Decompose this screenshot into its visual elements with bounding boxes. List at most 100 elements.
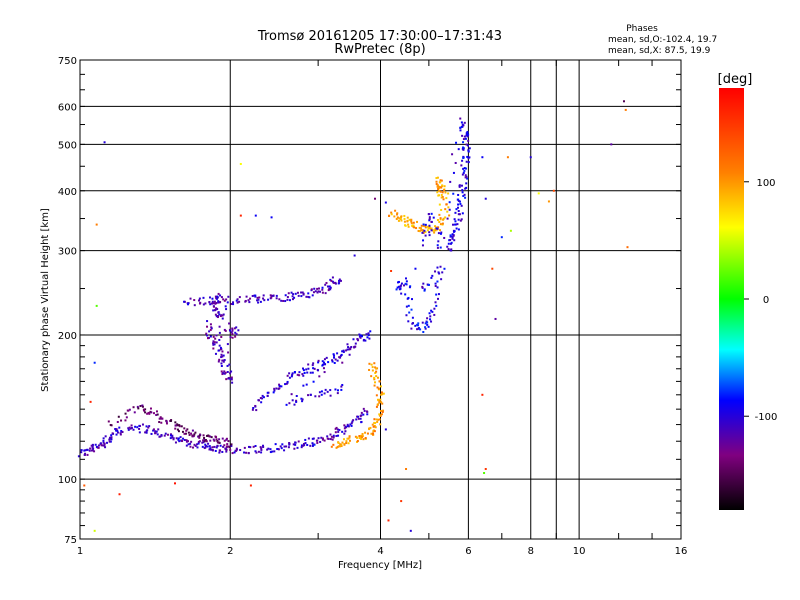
data-point: [95, 445, 98, 448]
data-point: [225, 450, 228, 453]
data-point: [219, 348, 222, 351]
data-point: [428, 219, 431, 222]
data-point: [316, 287, 319, 290]
data-point: [443, 267, 446, 270]
data-point: [349, 348, 352, 351]
data-point: [370, 432, 373, 435]
data-point: [185, 440, 188, 443]
data-point: [411, 224, 414, 227]
data-point: [141, 404, 144, 407]
data-point: [152, 428, 155, 431]
data-point: [118, 493, 121, 496]
data-point: [226, 364, 229, 367]
y-tick-label: 75: [64, 535, 77, 546]
data-point: [150, 432, 153, 435]
data-point: [375, 405, 378, 408]
data-point: [376, 420, 379, 423]
data-point: [77, 455, 80, 458]
data-point: [293, 447, 296, 450]
data-point: [311, 442, 314, 445]
data-point: [366, 432, 369, 435]
data-point: [433, 229, 436, 232]
data-point: [128, 408, 131, 411]
data-point: [436, 184, 439, 187]
data-point: [186, 428, 189, 431]
data-point: [411, 322, 414, 325]
data-point: [307, 437, 310, 440]
data-point: [370, 363, 373, 366]
data-point: [332, 443, 335, 446]
data-point: [302, 374, 305, 377]
data-point: [331, 280, 334, 283]
data-point: [369, 330, 372, 333]
data-point: [134, 425, 137, 428]
data-point: [337, 442, 340, 445]
y-tick-label: 500: [58, 140, 77, 151]
data-point: [180, 425, 183, 428]
data-point: [433, 307, 436, 310]
data-point: [447, 206, 450, 209]
data-point: [183, 438, 186, 441]
data-point: [418, 229, 421, 232]
data-point: [441, 195, 444, 198]
data-point: [422, 239, 425, 242]
data-point: [204, 302, 207, 305]
data-point: [428, 234, 431, 237]
data-point: [218, 325, 221, 328]
data-point: [332, 434, 335, 437]
data-point: [210, 436, 213, 439]
data-point: [257, 301, 260, 304]
data-point: [422, 223, 425, 226]
data-point: [95, 304, 98, 307]
data-point: [395, 217, 398, 220]
data-point: [160, 421, 163, 424]
data-point: [334, 281, 337, 284]
data-point: [155, 410, 158, 413]
data-point: [282, 299, 285, 302]
data-point: [260, 401, 263, 404]
data-point: [380, 413, 383, 416]
data-point: [360, 411, 363, 414]
data-point: [285, 382, 288, 385]
data-point: [302, 442, 305, 445]
data-point: [440, 193, 443, 196]
data-point: [312, 437, 315, 440]
data-point: [461, 147, 464, 150]
data-point: [422, 225, 425, 228]
data-point: [423, 288, 426, 291]
data-point: [353, 346, 356, 349]
data-point: [171, 436, 174, 439]
data-point: [428, 283, 431, 286]
data-point: [213, 341, 216, 344]
data-point: [158, 435, 161, 438]
data-point: [288, 442, 291, 445]
data-point: [227, 351, 230, 354]
data-point: [440, 231, 443, 234]
data-point: [189, 297, 192, 300]
data-point: [464, 137, 467, 140]
data-point: [437, 187, 440, 190]
data-point: [148, 425, 151, 428]
data-point: [177, 430, 180, 433]
data-point: [407, 296, 410, 299]
data-point: [336, 359, 339, 362]
data-point: [428, 224, 431, 227]
data-point: [330, 279, 333, 282]
data-point: [421, 321, 424, 324]
data-point: [327, 289, 330, 292]
data-point: [307, 367, 310, 370]
data-point: [145, 425, 148, 428]
data-point: [410, 220, 413, 223]
data-point: [457, 206, 460, 209]
data-point: [218, 441, 221, 444]
data-point: [341, 383, 344, 386]
data-point: [467, 139, 470, 142]
data-point: [339, 443, 342, 446]
x-tick-label: 10: [573, 546, 586, 557]
data-point: [458, 200, 461, 203]
data-point: [284, 383, 287, 386]
data-point: [311, 371, 314, 374]
data-point: [400, 292, 403, 295]
data-point: [342, 349, 345, 352]
data-point: [421, 244, 424, 247]
